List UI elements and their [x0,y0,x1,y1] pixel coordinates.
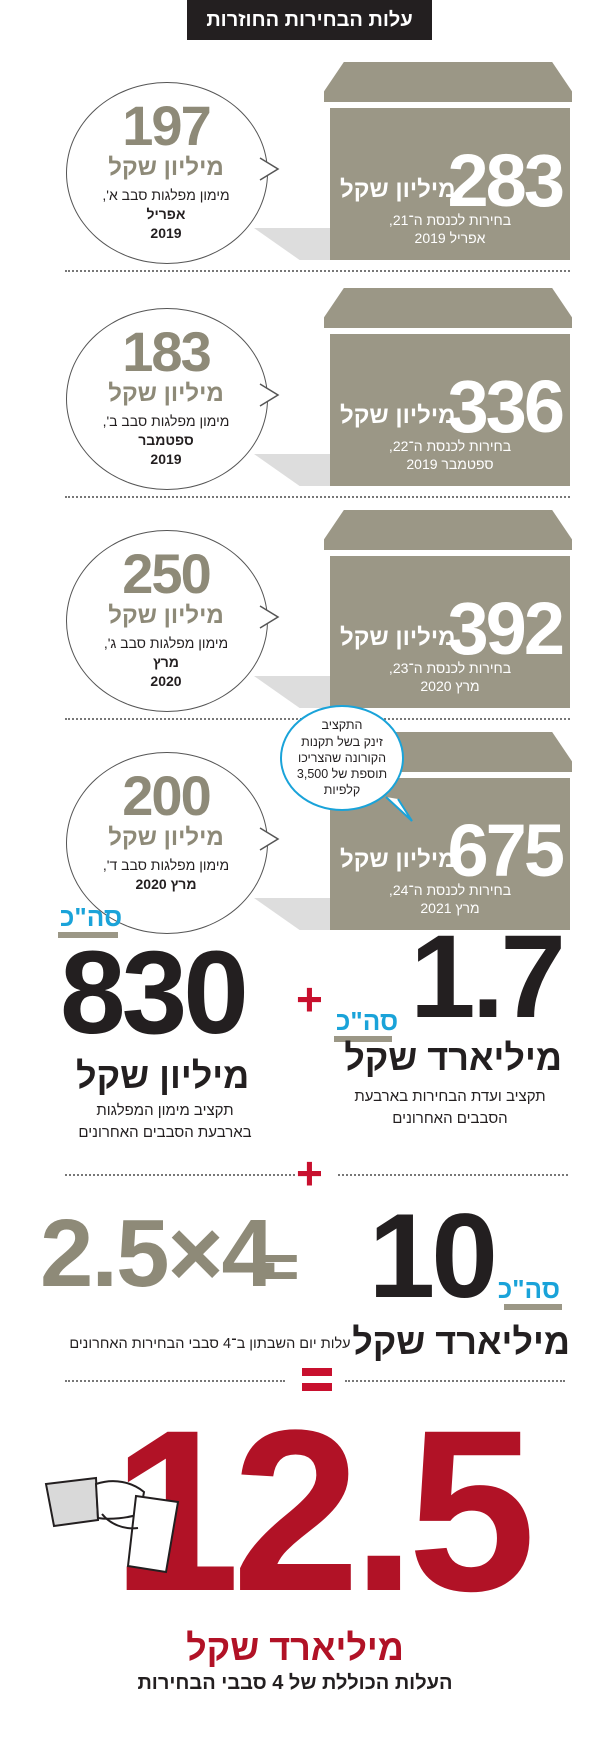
caption-line: מימון מפלגות סבב א', [102,187,230,203]
bubble-caption: מימון מפלגות סבב א', אפריל 2019 [66,186,266,243]
ballot-box-lid [324,510,572,552]
funding-note: תקציב מימון המפלגות בארבעת הסבבים האחרונ… [50,1100,280,1144]
callout-bubble: התקציב זינק בשל תקנות הקורונה שהצריכו תו… [280,705,404,811]
ballot-box [330,108,570,260]
sum-funding: סה"כ 830 מיליון שקל תקציב מימון המפלגות … [50,902,280,1141]
caption-line: מרץ 2020 [135,875,197,892]
box-caption: בחירות לכנסת ה־23, מרץ 2020 [338,660,562,695]
caption-line: בחירות לכנסת ה־21, [388,212,512,228]
bubble-caption: מימון מפלגות סבב ג', מרץ 2020 [66,634,266,691]
caption-line: 2019 [150,450,182,467]
bubble-value: 200 [122,764,211,827]
committee-note: תקציב ועדת הבחירות בארבעת הסבבים האחרוני… [330,1086,570,1130]
ballot-box-lid [324,62,572,104]
caption-line: 2019 [150,224,182,241]
bubble-unit: מיליון שקל [108,602,224,629]
caption-line: בחירות לכנסת ה־22, [388,438,512,454]
note-line: בארבעת הסבבים האחרונים [78,1123,252,1141]
ballot-box [330,334,570,486]
election-row: 336 מיליון שקל בחירות לכנסת ה־22, ספטמבר 20… [0,278,590,498]
note-line: הסבבים האחרונים [392,1109,508,1127]
box-unit: מיליון שקל [340,624,456,651]
callout-line: הקורונה שהצריכו [297,750,387,765]
caption-line: ספטמבר 2019 [406,455,494,472]
grand-total-unit: מיליארד שקל [186,1627,404,1668]
note-line: תקציב מימון המפלגות [96,1102,234,1119]
ballot-hand-icon [44,1476,180,1574]
caption-line: מימון מפלגות סבב ג', [103,635,229,651]
bubble-caption: מימון מפלגות סבב ב', ספטמבר 2019 [66,412,266,469]
funding-value: 830 [60,927,249,1059]
total-label: סה"כ [336,1006,399,1036]
box-unit: מיליון שקל [340,402,456,429]
ballot-box [330,556,570,708]
bubble-tail-icon [259,827,280,851]
caption-line: בחירות לכנסת ה־23, [388,660,512,676]
committee-unit: מיליארד שקל [344,1037,562,1078]
funding-unit: מיליון שקל [76,1055,250,1096]
holiday-section: 10 סה"כ = 2.5×4 מיליארד שקל עלות יום השב… [40,1189,580,1360]
bubble-value: 197 [122,94,211,157]
grand-total-value: 12.5 [112,1382,536,1639]
grand-total-caption: העלות הכוללת של 4 סבבי הבחירות [137,1672,453,1694]
caption-line: מרץ 2020 [420,677,480,694]
funding-bubble [66,82,268,264]
total-label: סה"כ [497,1274,560,1304]
funding-bubble [66,530,268,712]
box-value: 675 [447,809,565,892]
election-row: 392 מיליון שקל בחירות לכנסת ה־23, מרץ 2020 2… [0,500,590,720]
ballot-box-lid [324,288,572,330]
caption-line: אפריל [146,205,186,222]
callout-line: התקציב [321,718,363,733]
caption-line: 2020 [150,672,182,689]
holiday-unit: מיליארד שקל [352,1321,570,1362]
callout-line: תוספת של 3,500 [296,767,388,782]
bubble-unit: מיליון שקל [108,380,224,407]
box-value: 336 [447,365,565,448]
funding-bubble [66,752,268,934]
row-divider [65,496,570,498]
equals-bar-top [302,1368,332,1376]
box-unit: מיליון שקל [340,846,456,873]
total-label: סה"כ [60,902,123,932]
holiday-note: עלות יום השבתון ב־4 סבבי הבחירות האחרוני… [69,1336,351,1352]
bubble-tail-icon [259,383,280,407]
bubble-value: 183 [122,320,211,383]
box-caption: בחירות לכנסת ה־21, אפריל 2019 [338,212,562,247]
callout-line: קלפיות [323,783,361,798]
plus-sign: + [296,973,323,1025]
caption-line: מימון מפלגות סבב ד', [102,857,230,873]
box-caption: בחירות לכנסת ה־24, מרץ 2021 [338,882,562,917]
holiday-value: 10 [368,1189,498,1323]
bubble-value: 250 [122,542,211,605]
bubble-caption: מימון מפלגות סבב ד', מרץ 2020 [66,856,266,894]
bubble-tail-icon [259,157,280,181]
note-line: תקציב ועדת הבחירות בארבעת [354,1088,546,1105]
sum-committee: סה"כ 1.7 מיליארד שקל תקציב ועדת הבחירות … [330,918,570,1128]
election-row: 283 מיליון שקל בחירות לכנסת ה־21, אפריל 201… [0,52,590,272]
caption-line: בחירות לכנסת ה־24, [388,882,512,898]
caption-line: מרץ [153,653,179,670]
plus-sign: + [296,1147,323,1199]
box-value: 283 [447,139,565,222]
caption-line: מרץ 2021 [420,899,480,916]
caption-line: ספטמבר [138,431,194,448]
row-divider [65,270,570,272]
equals-bar-bottom [302,1383,332,1391]
box-value: 392 [447,587,565,670]
callout-line: זינק בשל תקנות [301,734,383,749]
box-unit: מיליון שקל [340,176,456,203]
bubble-unit: מיליון שקל [108,824,224,851]
callout-tail-icon [385,796,413,822]
bubble-unit: מיליון שקל [108,154,224,181]
equals-sign: = [262,1230,300,1302]
page-title: עלות הבחירות החוזרות [187,0,432,40]
holiday-formula: 2.5×4 [40,1200,275,1307]
caption-line: אפריל 2019 [414,229,486,246]
committee-value: 1.7 [409,911,566,1043]
caption-line: מימון מפלגות סבב ב', [102,413,230,429]
box-caption: בחירות לכנסת ה־22, ספטמבר 2019 [338,438,562,473]
bubble-tail-icon [259,605,280,629]
